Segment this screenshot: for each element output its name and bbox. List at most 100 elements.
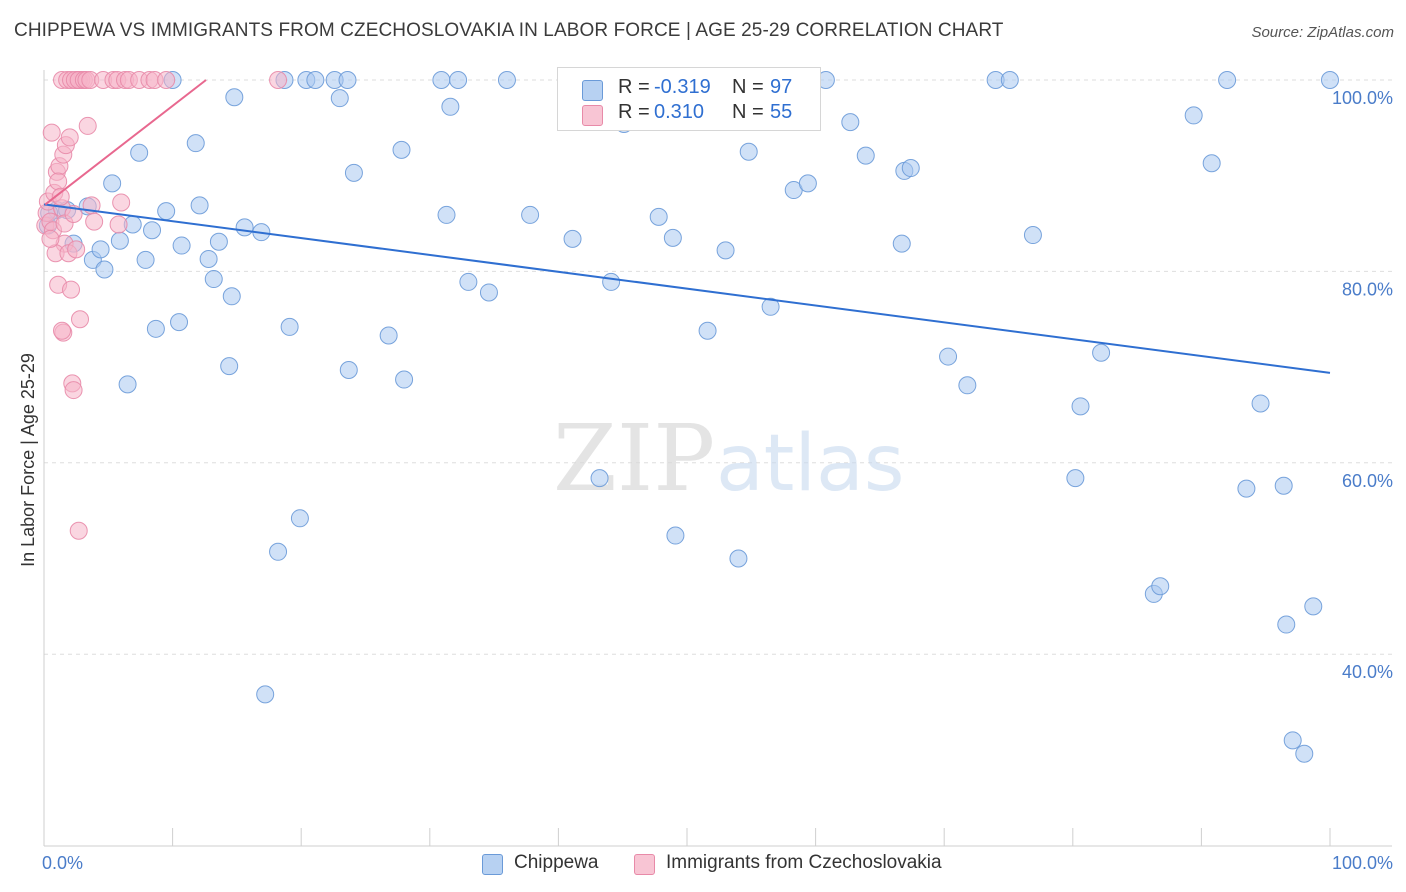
chippewa-point xyxy=(663,228,682,247)
chippewa-point xyxy=(856,146,875,165)
chippewa-point xyxy=(1237,479,1256,498)
chippewa-point xyxy=(1151,577,1170,596)
chippewa-point xyxy=(306,71,325,89)
chippewa-point xyxy=(136,250,155,269)
chippewa-point xyxy=(143,221,162,240)
chippewa-point xyxy=(649,207,668,226)
chippewa-point xyxy=(290,509,309,528)
czech-point xyxy=(269,71,288,89)
czech-point xyxy=(53,321,72,340)
czech-point xyxy=(71,310,90,329)
chippewa-point xyxy=(103,174,122,193)
y-tick-label: 60.0% xyxy=(1342,471,1393,491)
czech-point xyxy=(69,521,88,540)
chippewa-point xyxy=(1277,615,1296,634)
chippewa-point xyxy=(841,113,860,132)
chippewa-point xyxy=(449,71,468,89)
chippewa-point xyxy=(432,71,451,89)
chippewa-point xyxy=(1304,597,1323,616)
chippewa-point xyxy=(220,357,239,376)
chippewa-point xyxy=(939,347,958,366)
czech-point xyxy=(85,212,104,231)
chippewa-point xyxy=(479,283,498,302)
chippewa-point xyxy=(190,196,209,215)
chippewa-point xyxy=(958,376,977,395)
czech-point xyxy=(109,215,128,234)
chippewa-point xyxy=(225,88,244,107)
chippewa-point xyxy=(256,685,275,704)
legend-label: Chippewa xyxy=(514,852,599,873)
czech-point xyxy=(41,229,60,248)
stats-box: R = -0.319 N = 97 R = 0.310 N = 55 xyxy=(557,67,821,131)
chippewa-point xyxy=(1218,71,1237,89)
chippewa-point xyxy=(204,270,223,289)
chippewa-point xyxy=(1066,469,1085,488)
chippewa-point xyxy=(146,319,165,338)
watermark: ZIP atlas xyxy=(553,405,905,512)
czech-point xyxy=(157,71,176,89)
r-label: R = xyxy=(618,76,650,98)
czech-point xyxy=(42,123,61,142)
chippewa-point xyxy=(269,542,288,561)
czech-point xyxy=(51,187,70,206)
chippewa-point xyxy=(1251,394,1270,413)
chippewa-point xyxy=(1023,226,1042,245)
chippewa-point xyxy=(901,159,920,178)
chippewa-point xyxy=(1274,476,1293,495)
trend-lines xyxy=(43,79,1331,374)
legend-swatch-pink xyxy=(634,854,655,875)
y-tick-label: 80.0% xyxy=(1342,279,1393,299)
czech-points xyxy=(36,71,288,540)
chippewa-point xyxy=(459,272,478,291)
chippewa-point xyxy=(1184,106,1203,125)
chippewa-points xyxy=(38,71,1339,763)
chippewa-point xyxy=(95,260,114,279)
chippewa-point xyxy=(209,232,228,251)
chippewa-point xyxy=(280,317,299,336)
gridlines xyxy=(44,79,1392,655)
chippewa-point xyxy=(1092,343,1111,362)
x-tick-label: 100.0% xyxy=(1332,853,1393,873)
chippewa-point xyxy=(563,229,582,248)
czech-point xyxy=(78,116,97,135)
chippewa-point xyxy=(199,249,218,268)
watermark-zip: ZIP xyxy=(553,405,715,512)
chippewa-point xyxy=(330,89,349,108)
stats-swatch-blue xyxy=(582,80,603,101)
chippewa-point xyxy=(497,71,516,89)
n-value: 55 xyxy=(770,101,793,123)
n-label: N = xyxy=(732,101,764,123)
chippewa-point xyxy=(729,549,748,568)
chippewa-point xyxy=(1295,744,1314,763)
legend-swatch-blue xyxy=(482,854,503,875)
chippewa-point xyxy=(392,140,411,159)
chippewa-trend-line xyxy=(43,203,1331,374)
czech-point xyxy=(67,240,86,259)
chippewa-point xyxy=(892,234,911,253)
x-tick-label: 0.0% xyxy=(42,853,83,873)
chippewa-point xyxy=(739,142,758,161)
r-value: -0.319 xyxy=(654,76,711,98)
czech-point xyxy=(64,381,83,400)
chippewa-point xyxy=(130,143,149,162)
chippewa-point xyxy=(761,297,780,316)
chippewa-point xyxy=(441,97,460,116)
watermark-atlas: atlas xyxy=(716,419,905,509)
chippewa-point xyxy=(666,526,685,545)
chippewa-point xyxy=(170,313,189,332)
czech-point xyxy=(49,172,68,191)
r-label: R = xyxy=(618,101,650,123)
legend-label: Immigrants from Czechoslovakia xyxy=(666,852,942,873)
czech-point xyxy=(112,193,131,212)
chippewa-point xyxy=(339,360,358,379)
source-label: Source: ZipAtlas.com xyxy=(1251,24,1394,41)
chippewa-point xyxy=(379,326,398,345)
chippewa-point xyxy=(1321,71,1339,89)
czech-trend-line xyxy=(44,79,207,206)
chippewa-point xyxy=(716,241,735,260)
czech-point xyxy=(60,128,79,147)
czech-point xyxy=(62,280,81,299)
chippewa-point xyxy=(172,236,191,255)
chippewa-point xyxy=(157,202,176,221)
